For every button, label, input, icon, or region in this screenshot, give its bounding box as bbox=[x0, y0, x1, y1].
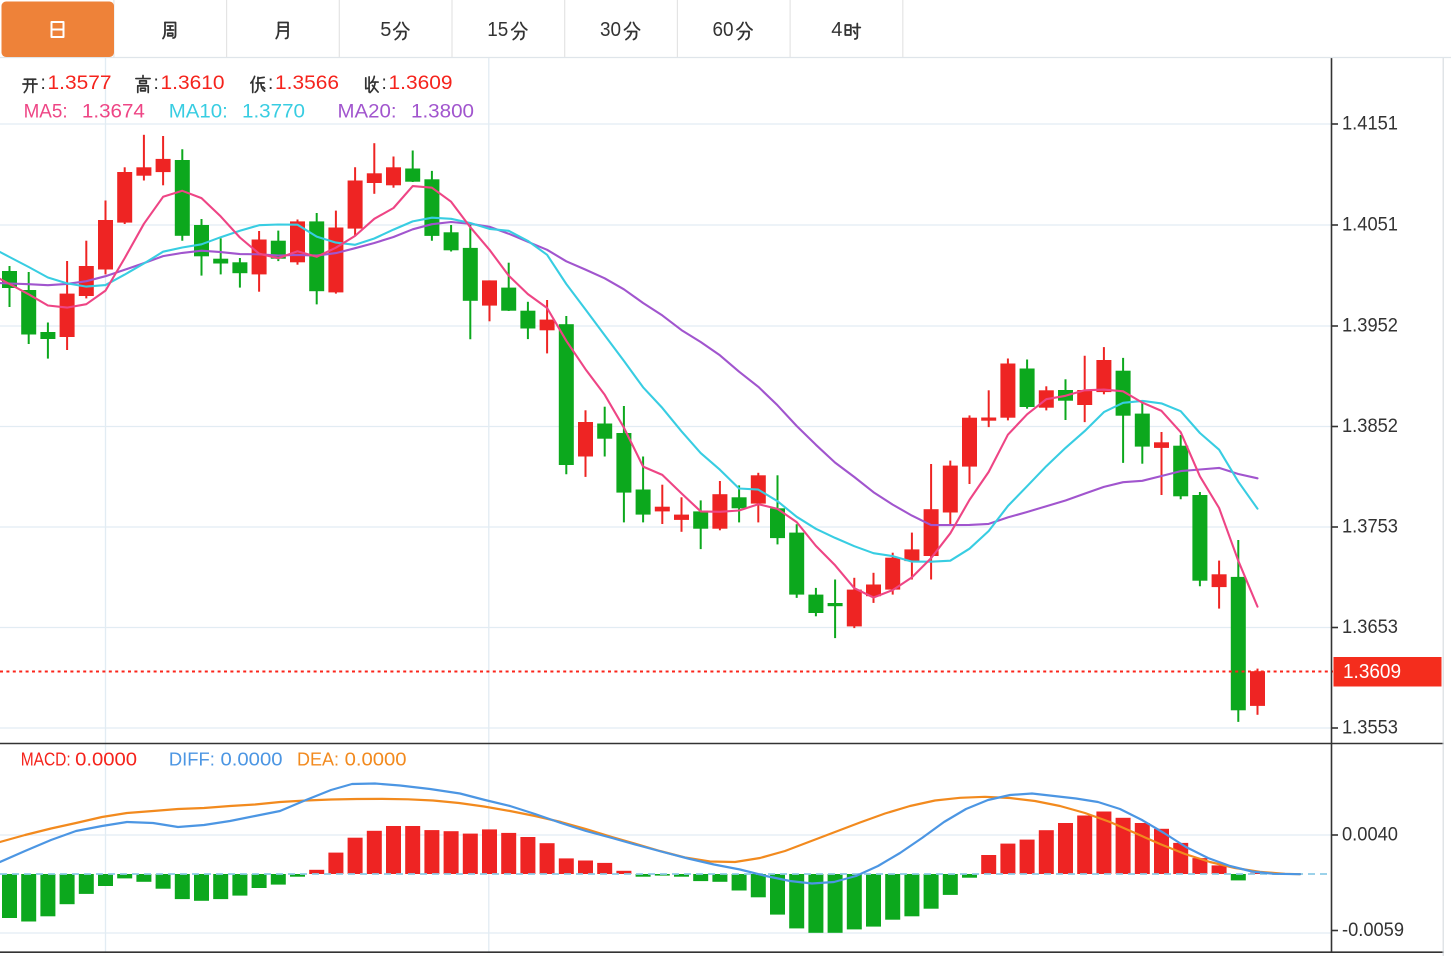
svg-text:0.0000: 0.0000 bbox=[221, 750, 283, 770]
svg-text:5: 5 bbox=[380, 19, 391, 41]
svg-text::: : bbox=[382, 73, 387, 94]
svg-text:1.4151: 1.4151 bbox=[1342, 114, 1398, 135]
svg-text:1.3566: 1.3566 bbox=[275, 73, 339, 94]
svg-text::: : bbox=[268, 73, 273, 94]
svg-text:0.0000: 0.0000 bbox=[345, 750, 407, 770]
svg-text:0.0040: 0.0040 bbox=[1342, 825, 1398, 846]
svg-text:0.0000: 0.0000 bbox=[75, 750, 137, 770]
svg-text:1.3577: 1.3577 bbox=[48, 73, 112, 94]
svg-text:1.3800: 1.3800 bbox=[411, 102, 474, 123]
svg-text:1.3952: 1.3952 bbox=[1342, 316, 1398, 337]
svg-text:4: 4 bbox=[831, 19, 842, 41]
svg-text:1.3674: 1.3674 bbox=[82, 102, 145, 123]
svg-text:1.3610: 1.3610 bbox=[161, 73, 225, 94]
svg-text:15: 15 bbox=[487, 19, 508, 41]
svg-text:1.3753: 1.3753 bbox=[1342, 517, 1398, 538]
svg-text:1.3553: 1.3553 bbox=[1342, 718, 1398, 739]
svg-text:-0.0059: -0.0059 bbox=[1342, 920, 1404, 941]
svg-text::: : bbox=[154, 73, 159, 94]
svg-text:DEA:: DEA: bbox=[297, 750, 339, 770]
svg-text:MA10:: MA10: bbox=[169, 102, 228, 123]
svg-text:1.3770: 1.3770 bbox=[242, 102, 305, 123]
svg-text:MA20:: MA20: bbox=[338, 102, 397, 123]
svg-text:30: 30 bbox=[600, 19, 621, 41]
svg-text:MACD:: MACD: bbox=[21, 750, 71, 770]
svg-text::: : bbox=[41, 73, 46, 94]
svg-text:1.3653: 1.3653 bbox=[1342, 617, 1398, 638]
svg-text:1.3609: 1.3609 bbox=[389, 73, 453, 94]
svg-text:1.3609: 1.3609 bbox=[1343, 661, 1401, 683]
svg-text:1.4051: 1.4051 bbox=[1342, 215, 1398, 236]
svg-text:60: 60 bbox=[713, 19, 734, 41]
svg-text:1.3852: 1.3852 bbox=[1342, 416, 1398, 437]
svg-text:DIFF:: DIFF: bbox=[169, 750, 215, 770]
svg-text:MA5:: MA5: bbox=[24, 102, 68, 123]
